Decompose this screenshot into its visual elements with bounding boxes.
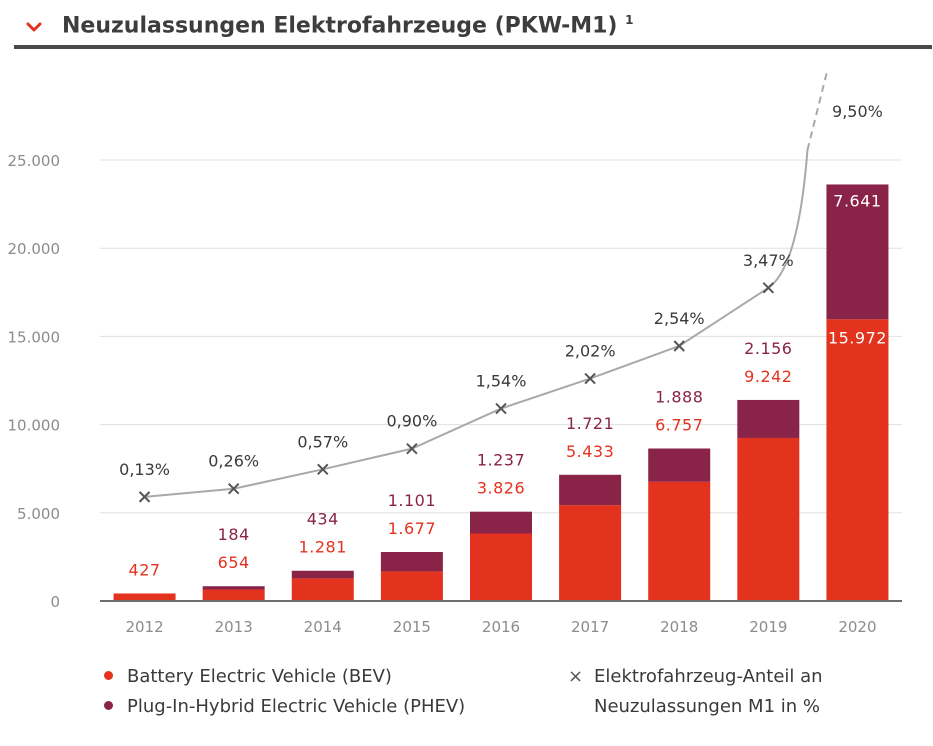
data-label-bev: 3.826 (477, 479, 525, 498)
share-marker (673, 340, 685, 352)
share-marker (495, 402, 507, 415)
legend-item-phev: Plug-In-Hybrid Electric Vehicle (PHEV) (104, 696, 465, 717)
share-marker (406, 442, 418, 455)
bar-bev (826, 319, 889, 601)
share-line (144, 286, 769, 498)
share-marker (138, 491, 151, 503)
legend-item-share-2: Neuzulassungen M1 in % (594, 696, 820, 717)
data-label-bev: 5.433 (566, 442, 614, 461)
y-tick-label: 0 (50, 593, 60, 611)
y-tick-label: 20.000 (8, 240, 61, 258)
x-tick-label: 2015 (393, 618, 431, 636)
y-tick-label: 25.000 (8, 152, 61, 170)
share-marker (317, 463, 329, 476)
x-tick-label: 2012 (125, 618, 163, 636)
x-tick-label: 2018 (660, 618, 698, 636)
share-label: 2,02% (565, 342, 616, 361)
y-tick-label: 15.000 (8, 328, 61, 346)
share-marker (584, 372, 596, 385)
footnote-marker: 1 (625, 13, 634, 27)
data-label-phev: 7.641 (833, 191, 881, 210)
bar-phev (826, 184, 889, 320)
legend-label-bev: Battery Electric Vehicle (BEV) (127, 666, 392, 687)
data-label-phev: 1.888 (655, 388, 703, 407)
share-label: 0,90% (386, 412, 437, 431)
legend-item-bev: Battery Electric Vehicle (BEV) (104, 666, 392, 687)
chevron-down-icon[interactable] (26, 21, 42, 33)
data-label-bev: 654 (218, 553, 250, 572)
data-label-bev: 6.757 (655, 416, 703, 435)
data-label-phev: 1.101 (388, 491, 436, 510)
data-label-phev: 1.721 (566, 414, 614, 433)
chart-header: Neuzulassungen Elektrofahrzeuge (PKW-M1)… (14, 8, 932, 48)
share-label: 9,50% (832, 102, 883, 121)
chart-title: Neuzulassungen Elektrofahrzeuge (PKW-M1)… (62, 13, 634, 39)
data-label-phev: 184 (218, 525, 250, 544)
bar-phev (291, 570, 354, 579)
data-label-bev: 427 (129, 560, 161, 579)
x-tick-label: 2014 (304, 618, 342, 636)
bar-phev (380, 551, 443, 572)
legend-item-share: × Elektrofahrzeug-Anteil an (568, 666, 823, 687)
share-label: 2,54% (654, 309, 705, 328)
share-marker (762, 282, 775, 294)
data-label-bev: 15.972 (828, 328, 887, 347)
x-tick-label: 2017 (571, 618, 609, 636)
share-label: 3,47% (743, 251, 794, 270)
bar-bev (737, 437, 800, 601)
bar-bev (380, 571, 443, 601)
data-label-bev: 1.677 (388, 519, 436, 538)
data-label-bev: 1.281 (299, 538, 347, 557)
data-label-phev: 434 (307, 510, 339, 529)
share-label: 0,26% (208, 452, 259, 471)
y-tick-label: 10.000 (8, 417, 61, 435)
x-tick-label: 2013 (215, 618, 253, 636)
bar-phev (470, 511, 532, 534)
legend-swatch-phev (104, 700, 113, 710)
legend-swatch-bev (104, 670, 113, 680)
bar-bev (291, 578, 354, 601)
share-label: 0,57% (297, 432, 348, 451)
legend-label-phev: Plug-In-Hybrid Electric Vehicle (PHEV) (127, 696, 466, 717)
title-divider (14, 45, 932, 49)
legend-label-share-1: Elektrofahrzeug-Anteil an (594, 666, 823, 687)
legend-cross-icon: × (568, 666, 584, 687)
bar-bev (470, 533, 532, 601)
legend-label-share-2: Neuzulassungen M1 in % (594, 696, 820, 717)
share-label: 1,54% (476, 372, 527, 391)
bar-bev (648, 481, 711, 601)
bar-bev (113, 593, 176, 601)
data-label-phev: 2.156 (744, 339, 792, 358)
data-label-bev: 9.242 (744, 367, 792, 386)
bar-phev (737, 399, 800, 438)
share-line-dashed (806, 69, 829, 151)
bar-phev (202, 586, 265, 590)
bar-phev (648, 448, 711, 482)
data-label-phev: 1.237 (477, 451, 525, 470)
share-label: 0,13% (119, 460, 170, 479)
share-marker (227, 483, 240, 495)
bar-bev (559, 505, 622, 601)
x-tick-label: 2020 (838, 618, 876, 636)
share-line-segment (767, 149, 809, 289)
x-tick-label: 2019 (749, 618, 787, 636)
x-tick-label: 2016 (482, 618, 520, 636)
bar-bev (202, 589, 265, 601)
bar-phev (559, 474, 622, 506)
y-tick-label: 5.000 (17, 505, 60, 523)
